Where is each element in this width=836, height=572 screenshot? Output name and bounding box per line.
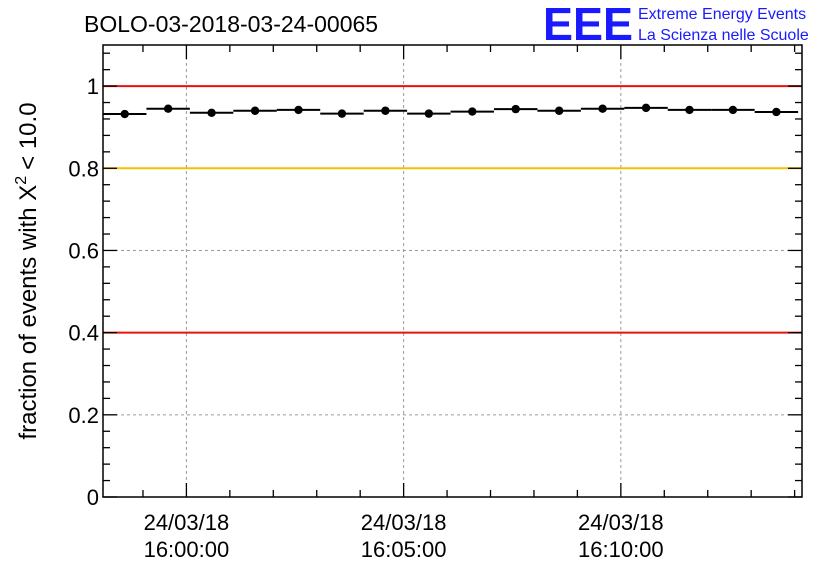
y-axis-ticks: 0 0.2 0.4 0.6 0.8 1: [68, 52, 802, 510]
y-tick-label: 0.6: [68, 238, 99, 263]
y-tick-label: 0.8: [68, 156, 99, 181]
data-point: [337, 109, 347, 118]
y-tick-label: 0: [87, 485, 99, 510]
y-tick-label: 0.2: [68, 403, 99, 428]
eee-logo-line1: Extreme Energy Events: [638, 6, 806, 23]
x-axis-ticks: 24/03/1816:00:0024/03/1816:05:0024/03/18…: [142, 45, 796, 562]
data-point: [728, 105, 738, 115]
data-point: [511, 104, 520, 114]
y-axis-label-symbol: X: [15, 185, 42, 201]
data-point: [120, 109, 129, 119]
x-tick-label-time: 16:10:00: [578, 537, 664, 562]
y-tick-label: 1: [87, 74, 99, 99]
data-point: [641, 103, 651, 113]
data-point: [772, 107, 781, 117]
data-point: [294, 105, 303, 115]
eee-logo: EEE Extreme Energy Events La Scienza nel…: [543, 0, 809, 50]
reference-lines: [103, 85, 802, 334]
data-point: [163, 104, 173, 113]
y-axis-label-suffix: < 10.0: [15, 102, 42, 169]
data-series: [103, 103, 799, 119]
y-axis-label: fraction of events with X2 < 10.0: [13, 102, 42, 439]
x-tick-label-date: 24/03/18: [361, 510, 447, 535]
y-axis-label-prefix: fraction of events with: [15, 207, 42, 439]
eee-logo-line2: La Scienza nelle Scuole: [638, 27, 809, 44]
x-tick-label-date: 24/03/18: [144, 510, 230, 535]
y-tick-label: 0.4: [68, 321, 99, 346]
data-point: [381, 106, 390, 115]
x-tick-label-time: 16:05:00: [361, 537, 447, 562]
data-point: [554, 106, 564, 115]
data-point: [207, 108, 216, 118]
y-axis-label-superscript: 2: [13, 176, 30, 185]
x-tick-label-time: 16:00:00: [144, 537, 230, 562]
plot-frame: [102, 44, 803, 498]
data-point: [468, 107, 477, 116]
chart-title: BOLO-03-2018-03-24-00065: [84, 11, 378, 37]
x-tick-label-date: 24/03/18: [578, 510, 664, 535]
data-point: [685, 105, 694, 115]
eee-logo-mark: EEE: [543, 0, 633, 50]
data-point: [598, 104, 607, 113]
data-point: [424, 109, 434, 118]
data-point: [250, 106, 260, 115]
